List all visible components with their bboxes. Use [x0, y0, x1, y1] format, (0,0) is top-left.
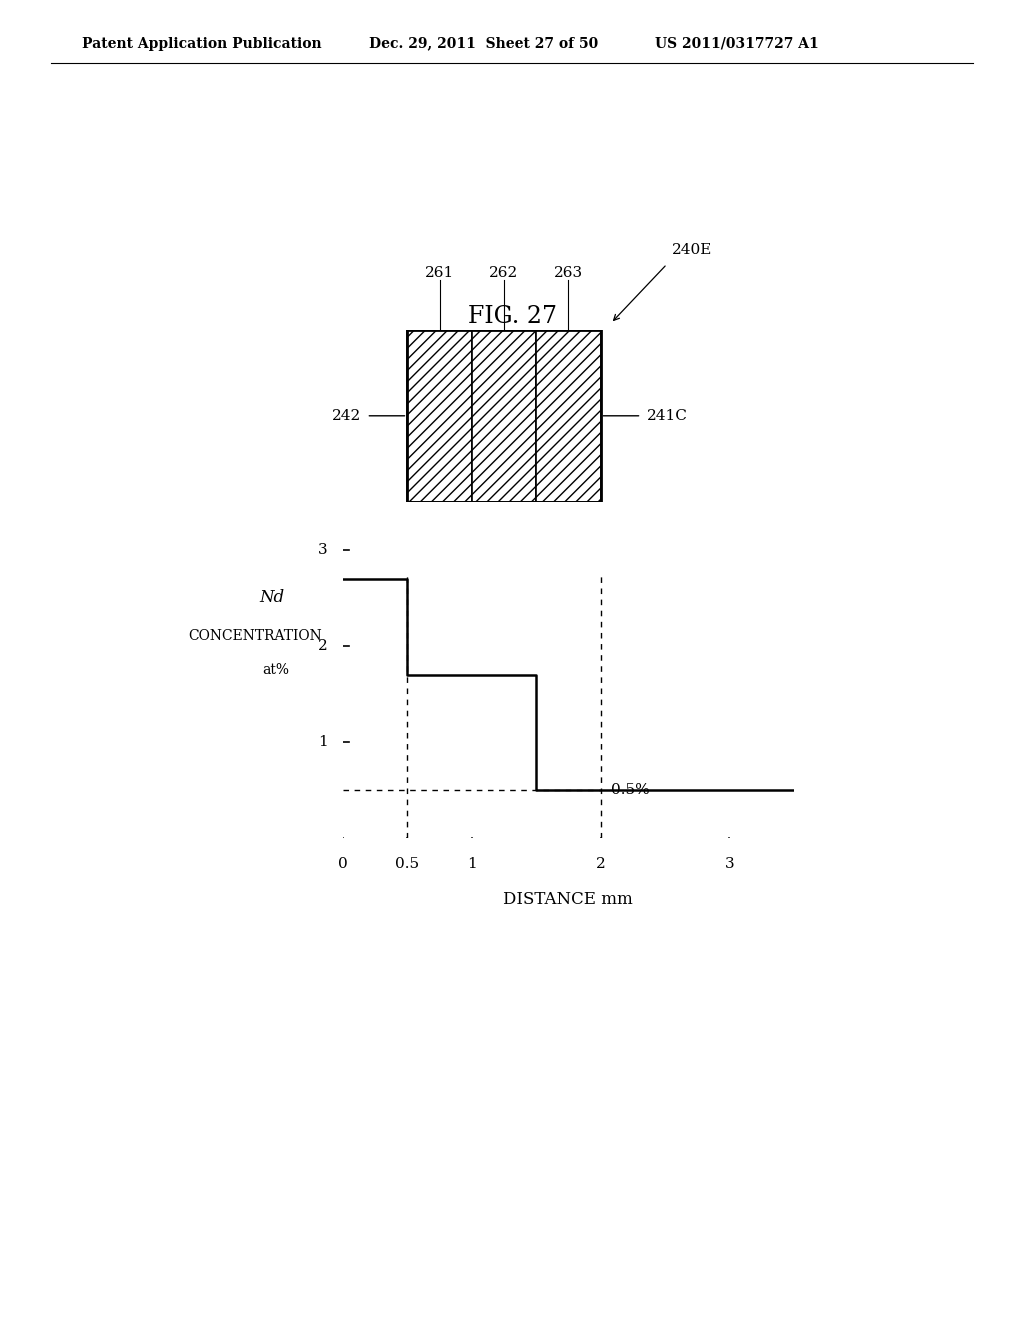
Text: FIG. 27: FIG. 27	[468, 305, 556, 329]
Text: at%: at%	[262, 663, 290, 677]
Text: Patent Application Publication: Patent Application Publication	[82, 37, 322, 50]
Bar	[537, 330, 600, 502]
Bar	[408, 330, 472, 502]
Text: Dec. 29, 2011  Sheet 27 of 50: Dec. 29, 2011 Sheet 27 of 50	[369, 37, 598, 50]
Text: 261: 261	[425, 265, 455, 280]
Text: 1: 1	[467, 858, 476, 871]
Text: 0.5: 0.5	[395, 858, 420, 871]
Text: 242: 242	[332, 409, 361, 422]
Text: 3: 3	[724, 858, 734, 871]
Text: US 2011/0317727 A1: US 2011/0317727 A1	[655, 37, 819, 50]
Text: 2: 2	[317, 639, 328, 653]
Text: 0: 0	[338, 858, 348, 871]
Text: 2: 2	[596, 858, 605, 871]
Text: Nd: Nd	[260, 589, 285, 606]
Text: 0.5%: 0.5%	[610, 783, 649, 797]
Text: CONCENTRATION: CONCENTRATION	[188, 630, 323, 643]
Bar	[472, 330, 537, 502]
Text: 241C: 241C	[646, 409, 687, 422]
Bar	[408, 330, 600, 502]
Text: 263: 263	[554, 265, 583, 280]
Text: DISTANCE mm: DISTANCE mm	[504, 891, 633, 908]
Text: 3: 3	[318, 543, 328, 557]
Text: 1: 1	[317, 735, 328, 748]
Text: 262: 262	[489, 265, 518, 280]
Text: 240E: 240E	[672, 243, 713, 257]
